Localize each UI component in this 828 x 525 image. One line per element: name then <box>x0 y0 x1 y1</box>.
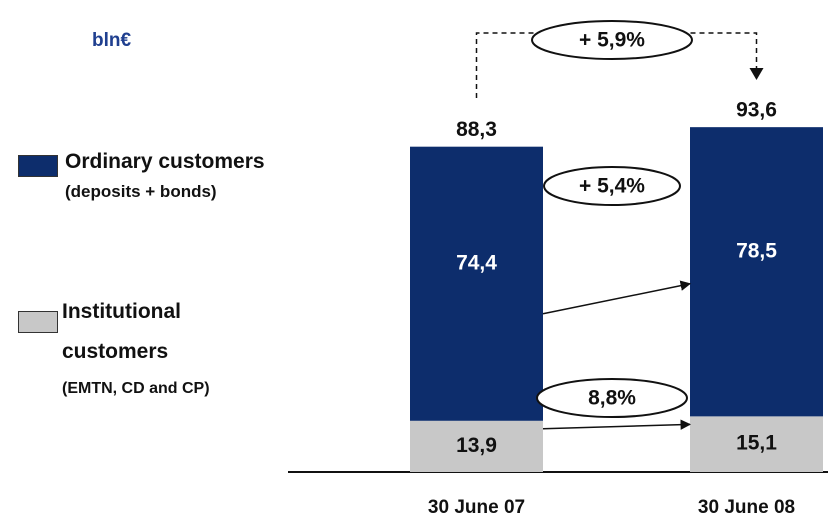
value-label: 13,9 <box>456 434 497 457</box>
bar-segment <box>410 146 543 421</box>
legend-note: (deposits + bonds) <box>65 182 217 201</box>
legend-label: Ordinary customers <box>65 150 265 173</box>
total-bracket <box>475 32 758 98</box>
total-label: 88,3 <box>456 118 497 141</box>
annotation: + 5,9% <box>579 29 645 52</box>
value-label: 74,4 <box>456 251 497 274</box>
growth-arrow <box>542 280 692 315</box>
total-label: 93,6 <box>736 99 777 122</box>
legend-swatch <box>18 311 58 333</box>
x-tick-label: 30 June 07 <box>428 497 525 518</box>
legend-swatch <box>18 155 58 177</box>
x-tick-label: 30 June 08 <box>698 497 795 518</box>
annotation-ellipse <box>543 166 681 206</box>
bar-segment <box>690 127 823 417</box>
annotation-ellipse <box>531 20 693 60</box>
value-label: 78,5 <box>736 239 777 262</box>
bar-segment <box>690 416 823 472</box>
annotation: 8,8% <box>588 387 636 410</box>
annotation: + 5,4% <box>579 175 645 198</box>
bar-segment <box>410 420 543 472</box>
subtitle: bln€ <box>92 30 132 51</box>
value-label: 15,1 <box>736 432 777 455</box>
growth-arrow <box>542 419 692 430</box>
annotation-ellipse <box>536 378 688 418</box>
arrow-head <box>749 68 764 80</box>
legend-label: Institutional customers <box>62 300 181 363</box>
legend-note: (EMTN, CD and CP) <box>62 380 210 397</box>
